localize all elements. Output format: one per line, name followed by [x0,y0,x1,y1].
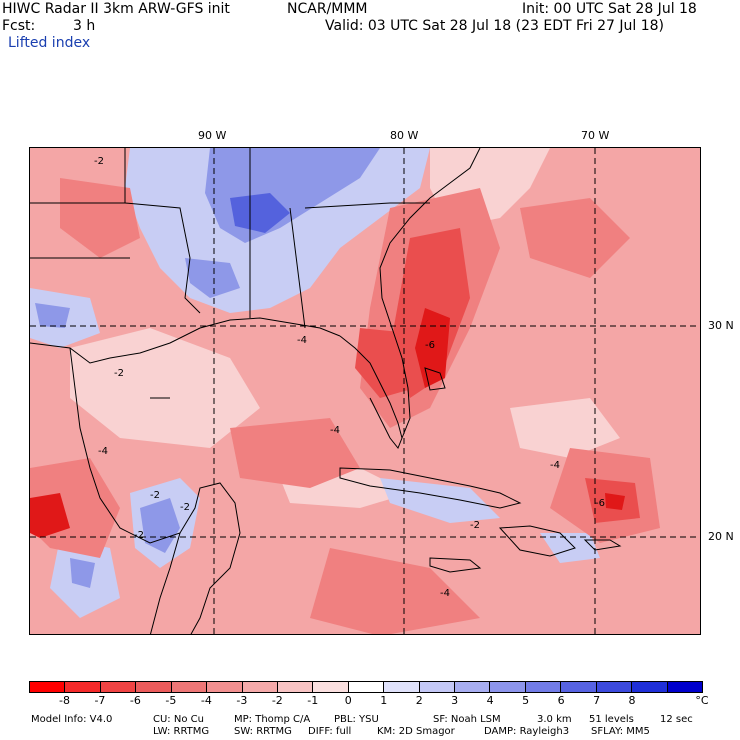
map-canvas: -2 -2 -4 -2 -2 -2 -4 -4 -4 -6 -2 -6 -4 [30,148,700,634]
forecast-label: Fcst: [2,18,36,34]
color-bar-label: 4 [486,694,494,707]
field-light-region [70,328,260,448]
lat-label-30n: 30 N [708,319,734,332]
color-bar-swatch [596,682,633,692]
contour-label: -2 [470,520,480,531]
contour-label: -2 [114,368,124,379]
organization-label: NCAR/MMM [287,1,368,17]
model-info-mp: MP: Thomp C/A [234,714,311,725]
model-info-sf: SF: Noah LSM [433,714,501,725]
color-bar-label: -6 [129,694,141,707]
color-bar-swatch [490,682,526,692]
color-bar-label: -7 [94,694,106,707]
contour-label: -6 [425,340,435,351]
field-name: Lifted index [8,35,91,51]
contour-labels: -2 -2 -4 -2 -2 -2 -4 -4 -4 -6 -2 -6 -4 [94,156,605,599]
model-info-pbl: PBL: YSU [334,714,379,725]
color-bar-label: 1 [380,694,388,707]
field-unstable-region [310,548,480,634]
field-stable-region [230,193,290,233]
color-bar-swatch [525,682,562,692]
lat-label-20n: 20 N [708,530,734,543]
model-info-cu: CU: No Cu [153,714,204,725]
contour-label: -4 [550,460,560,471]
color-bar-swatch [171,682,208,692]
color-bar-label: 5 [522,694,530,707]
contour-label: -6 [595,498,605,509]
color-bar-swatch [136,682,172,692]
field-unstable-region [520,198,630,278]
color-bar-label: -2 [271,694,283,707]
model-title: HIWC Radar II 3km ARW-GFS init [2,1,230,17]
color-bar-label: -3 [236,694,248,707]
field-unstable-region [355,328,415,398]
contour-label: -4 [297,335,307,346]
field-stable-region [35,303,70,328]
color-bar-label: 3 [451,694,459,707]
field-unstable-region [230,418,360,488]
field-stable-region [380,478,500,523]
contour-label: -2 [150,490,160,501]
field-unstable-region [30,493,70,538]
model-info-diff: DIFF: full [308,726,352,737]
field-unstable-region [415,308,450,388]
field-stable-region [185,258,240,298]
color-bar-label: 7 [593,694,601,707]
lon-label-90w: 90 W [198,129,227,142]
field-stable-region [70,558,95,588]
color-bar-label: 0 [344,694,352,707]
init-time: Init: 00 UTC Sat 28 Jul 18 [522,1,697,17]
color-bar-swatch [561,682,597,692]
lifted-index-map: -2 -2 -4 -2 -2 -2 -4 -4 -4 -6 -2 -6 -4 [29,147,701,635]
model-info-km: KM: 2D Smagor [377,726,455,737]
color-bar-label: 6 [557,694,565,707]
model-info-sw: SW: RRTMG [234,726,292,737]
color-bar-swatch [30,682,66,692]
field-stable-region [140,498,180,553]
color-bar-swatch [277,682,314,692]
color-bar-swatch [348,682,385,692]
model-info-sflay: SFLAY: MM5 [591,726,650,737]
coastlines [30,148,622,634]
field-unstable-region [60,178,140,258]
color-bar-label: -8 [58,694,70,707]
lon-label-70w: 70 W [581,129,610,142]
color-bar-swatch [65,682,101,692]
color-bar-swatch [632,682,668,692]
contour-label: -2 [134,530,144,541]
color-bar-swatch [242,682,278,692]
model-info-resolution: 3.0 km [537,714,572,725]
color-bar-label: -4 [200,694,212,707]
contour-label: -2 [94,156,104,167]
contour-label: -4 [330,425,340,436]
color-bar-swatch [419,682,456,692]
contour-label: -2 [180,502,190,513]
model-info-levels: 51 levels [589,714,634,725]
graticule [30,148,700,634]
lon-label-80w: 80 W [390,129,419,142]
color-bar-label: -1 [307,694,319,707]
model-info-version: Model Info: V4.0 [31,714,113,725]
model-info-timestep: 12 sec [660,714,693,725]
color-bar [29,681,703,693]
field-unstable-region [605,493,625,510]
model-info-line1: Model Info: V4.0 [31,714,112,725]
model-info-damp: DAMP: Rayleigh3 [484,726,570,737]
color-bar-swatch [100,682,137,692]
valid-time: Valid: 03 UTC Sat 28 Jul 18 (23 EDT Fri … [325,18,665,34]
color-bar-swatch [455,682,491,692]
model-info-lw: LW: RRTMG [153,726,210,737]
field-light-region [510,398,620,458]
color-bar-label: -5 [165,694,177,707]
color-bar-label: 8 [628,694,636,707]
forecast-hour: 3 h [73,18,96,34]
color-bar-swatch [313,682,349,692]
contour-label: -4 [440,588,450,599]
contour-label: -4 [98,446,108,457]
color-bar-swatch [384,682,420,692]
color-bar-swatch [667,682,703,692]
color-bar-label: 2 [415,694,423,707]
legend-unit: °C [695,694,709,707]
color-bar-swatch [207,682,243,692]
